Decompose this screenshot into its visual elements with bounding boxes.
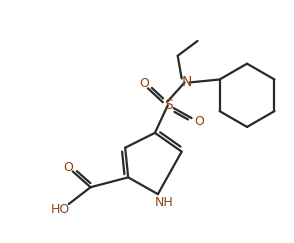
Text: NH: NH [154,196,173,208]
Text: N: N [181,76,192,89]
Text: O: O [63,161,73,174]
Text: S: S [164,98,173,112]
Text: HO: HO [51,203,71,217]
Text: O: O [139,77,149,90]
Text: O: O [195,115,204,129]
